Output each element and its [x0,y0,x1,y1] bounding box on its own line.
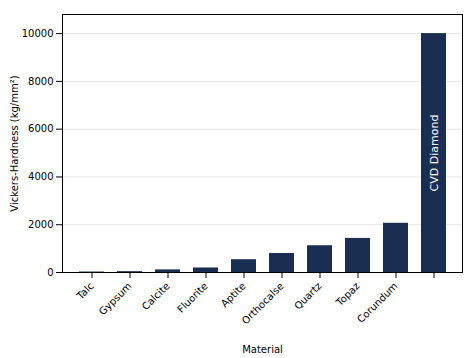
svg-text:Material: Material [242,344,283,355]
svg-text:Calcite: Calcite [140,280,172,312]
svg-text:Aptite: Aptite [219,280,248,309]
svg-text:Topaz: Topaz [333,280,361,308]
svg-text:Orthocalse: Orthocalse [240,280,286,326]
svg-text:8000: 8000 [28,76,53,87]
svg-text:0: 0 [47,267,53,278]
svg-text:Fluorite: Fluorite [175,280,210,315]
svg-text:Corundum: Corundum [355,280,400,325]
svg-text:Talc: Talc [74,280,96,302]
svg-text:4000: 4000 [28,171,53,182]
svg-text:Gypsum: Gypsum [97,280,134,317]
svg-text:6000: 6000 [28,123,53,134]
svg-text:2000: 2000 [28,219,53,230]
svg-text:CVD Diamond: CVD Diamond [428,115,441,192]
svg-text:Vickers-Hardness (kg/mm²): Vickers-Hardness (kg/mm²) [9,75,20,211]
svg-text:10000: 10000 [22,28,54,39]
svg-text:Quartz: Quartz [292,280,324,312]
